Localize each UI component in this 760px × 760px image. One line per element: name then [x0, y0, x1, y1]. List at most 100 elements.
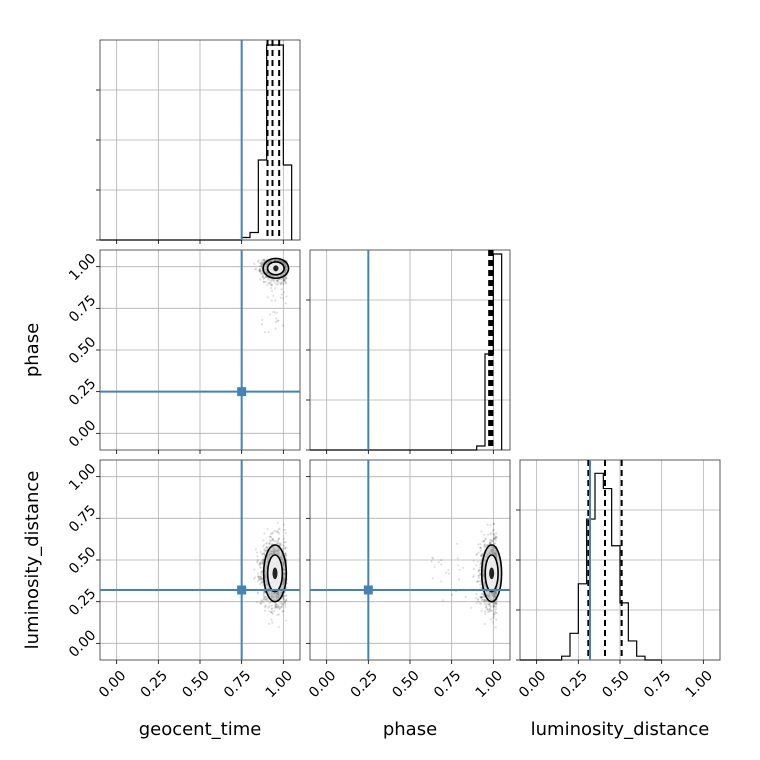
sample-point — [284, 281, 287, 284]
sample-point — [276, 603, 280, 606]
sample-point — [269, 540, 272, 543]
sample-point — [265, 598, 268, 601]
sample-point — [269, 600, 272, 603]
sample-point — [283, 600, 286, 603]
sample-point — [478, 568, 481, 572]
sample-point — [268, 539, 271, 542]
sample-point — [285, 275, 288, 278]
sample-point — [264, 605, 267, 609]
sample-point — [263, 258, 266, 262]
sample-point — [489, 531, 492, 534]
sample-point — [283, 552, 287, 555]
sample-point — [269, 283, 273, 286]
sample-point — [488, 603, 491, 606]
sample-point — [276, 280, 279, 283]
sample-point — [268, 601, 271, 605]
sample-point — [278, 282, 282, 285]
x-tick-label: 0.75 — [641, 668, 674, 701]
sample-point — [273, 281, 276, 284]
sample-point — [475, 553, 478, 556]
sample-point — [261, 272, 264, 275]
sample-point — [255, 268, 258, 271]
sample-point — [279, 600, 282, 603]
sample-point — [262, 544, 266, 547]
sample-point — [478, 566, 481, 569]
sample-point — [277, 613, 281, 616]
sample-point — [260, 261, 263, 264]
sample-point — [269, 279, 272, 282]
sample-point — [285, 295, 288, 298]
sample-point — [260, 570, 263, 573]
sample-point — [260, 553, 264, 556]
sample-point — [261, 562, 264, 565]
sample-point — [484, 537, 488, 540]
sample-point — [272, 539, 275, 542]
sample-point — [263, 590, 266, 593]
sample-point — [491, 620, 494, 624]
sample-point — [475, 564, 478, 567]
sample-point — [284, 602, 287, 605]
sample-point — [253, 576, 257, 579]
sample-point — [263, 331, 266, 334]
sample-point — [259, 561, 262, 564]
sample-point — [486, 533, 490, 536]
sample-point — [276, 521, 279, 524]
sample-point — [488, 607, 491, 610]
sample-point — [271, 621, 274, 624]
sample-point — [256, 555, 259, 558]
sample-point — [269, 611, 273, 614]
sample-point — [262, 590, 265, 593]
sample-point — [268, 609, 271, 613]
sample-point — [277, 281, 280, 284]
sample-point — [486, 608, 489, 611]
sample-point — [262, 258, 265, 262]
sample-point — [260, 570, 264, 573]
sample-point — [271, 284, 274, 287]
sample-point — [276, 530, 279, 533]
sample-point — [274, 606, 277, 610]
sample-point — [492, 528, 496, 531]
sample-point — [273, 540, 276, 543]
sample-point — [262, 601, 265, 604]
sample-point — [269, 281, 272, 284]
sample-point — [272, 278, 275, 281]
sample-point — [266, 597, 269, 600]
sample-point — [484, 606, 487, 609]
sample-point — [483, 622, 486, 626]
sample-point — [256, 560, 259, 563]
sample-point — [263, 259, 266, 262]
sample-point — [480, 553, 483, 556]
sample-point — [277, 528, 280, 531]
sample-point — [259, 566, 262, 569]
sample-point — [274, 605, 277, 609]
sample-point — [447, 569, 450, 572]
sample-point — [482, 540, 486, 543]
sample-point — [256, 601, 259, 604]
sample-point — [265, 541, 268, 545]
sample-point — [492, 605, 495, 608]
sample-point — [258, 269, 261, 272]
sample-point — [268, 281, 271, 285]
contour-inner — [266, 554, 284, 593]
sample-point — [263, 609, 267, 612]
sample-point — [479, 549, 482, 552]
sample-point — [264, 598, 267, 602]
x-tick-label: 0.50 — [179, 668, 212, 701]
sample-point — [268, 622, 271, 626]
sample-point — [494, 608, 498, 611]
sample-point — [475, 592, 478, 596]
sample-point — [277, 625, 280, 629]
sample-point — [282, 595, 285, 598]
contour-outer — [262, 544, 288, 603]
sample-point — [489, 539, 492, 542]
sample-point — [270, 289, 274, 292]
sample-point — [278, 527, 281, 530]
sample-point — [272, 310, 275, 313]
sample-point — [477, 543, 480, 546]
sample-point — [281, 547, 285, 550]
sample-point — [461, 566, 465, 569]
sample-point — [283, 279, 286, 282]
sample-point — [480, 552, 484, 555]
sample-point — [482, 595, 485, 599]
